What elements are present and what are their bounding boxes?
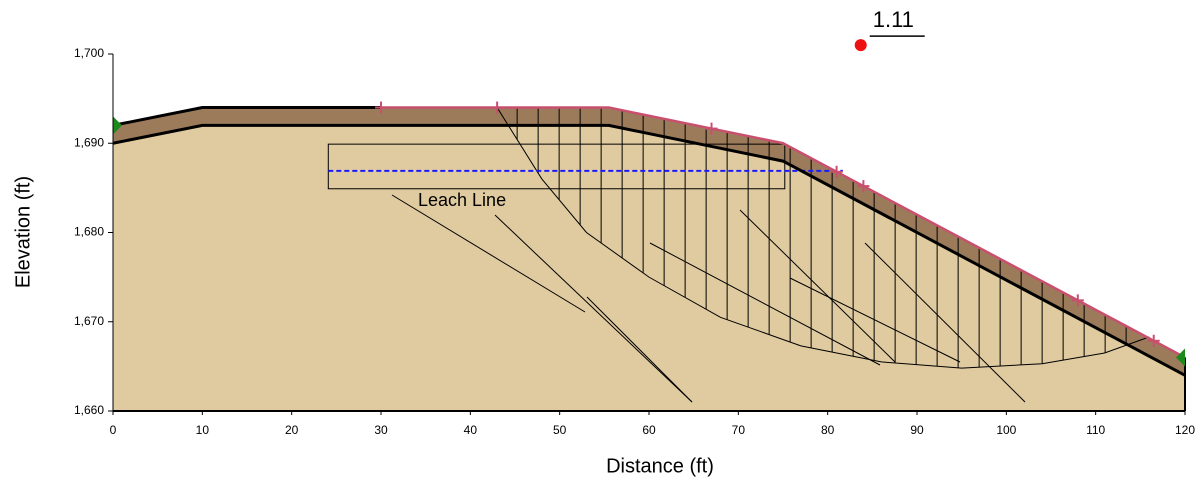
- boundary-marker: [113, 116, 122, 135]
- x-tick-label: 20: [285, 423, 299, 437]
- leach-line-label: Leach Line: [418, 190, 506, 210]
- leach-line-box: [327, 143, 786, 190]
- diagonal-line: [739, 209, 896, 363]
- diagonal-line: [391, 194, 586, 313]
- x-tick-label: 120: [1175, 423, 1195, 437]
- diagonal-line: [649, 242, 881, 366]
- x-tick-label: 40: [464, 423, 478, 437]
- factor-of-safety: 1.11: [873, 7, 914, 32]
- y-tick-label: 1,680: [74, 225, 104, 239]
- y-tick-label: 1,660: [74, 403, 104, 417]
- x-axis-label: Distance (ft): [606, 455, 714, 477]
- y-axis-label: Elevation (ft): [12, 176, 34, 288]
- x-tick-label: 10: [196, 423, 210, 437]
- boundary-marker: [1176, 348, 1185, 367]
- x-tick-label: 0: [110, 423, 117, 437]
- x-tick-label: 110: [1086, 423, 1105, 437]
- x-tick-label: 70: [732, 423, 746, 437]
- diagonal-line: [789, 277, 961, 363]
- y-tick-label: 1,700: [74, 46, 104, 60]
- slip-surface: [496, 107, 1150, 369]
- diagonal-line: [864, 242, 1026, 403]
- surface-line: [112, 106, 381, 127]
- y-tick-label: 1,670: [74, 314, 104, 328]
- diagonal-line: [586, 296, 693, 403]
- x-tick-label: 100: [996, 423, 1016, 437]
- x-tick-label: 80: [821, 423, 835, 437]
- x-tick-label: 30: [374, 423, 388, 437]
- soil-region: [113, 125, 1185, 412]
- x-tick-label: 90: [910, 423, 924, 437]
- x-tick-label: 60: [642, 423, 656, 437]
- diagonal-line: [494, 214, 693, 403]
- slip-center: [854, 39, 867, 52]
- y-tick-label: 1,690: [74, 135, 104, 149]
- x-tick-label: 50: [553, 423, 567, 437]
- layer-boundary: [112, 123, 1186, 377]
